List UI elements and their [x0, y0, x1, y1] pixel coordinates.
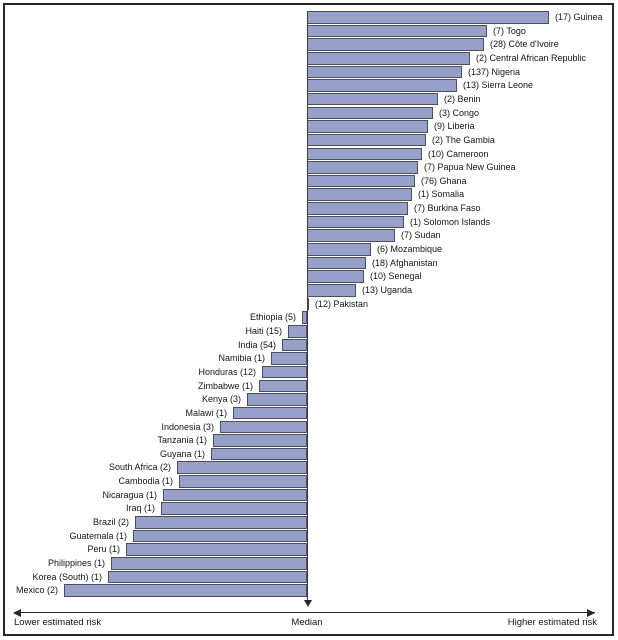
median-line [307, 11, 308, 604]
bar-label: (10) Senegal [370, 271, 422, 282]
risk-bar [307, 38, 484, 51]
risk-bar [307, 147, 422, 161]
bar-label: (7) Burkina Faso [414, 203, 481, 214]
risk-bar [307, 284, 356, 297]
bar-label: Indonesia (3) [161, 421, 214, 432]
risk-axis-line [14, 612, 595, 613]
bar-label: (3) Congo [439, 107, 480, 118]
bar-label: (7) Togo [493, 25, 526, 36]
axis-left-arrow-icon [13, 608, 21, 617]
risk-bar [307, 215, 404, 229]
bar-label: Guatemala (1) [69, 530, 127, 541]
risk-bar [307, 133, 426, 147]
bar-label: Iraq (1) [125, 503, 155, 514]
bar-label: (6) Mozambique [377, 244, 443, 255]
bar-label: Haiti (15) [245, 325, 282, 336]
risk-bar [220, 420, 307, 434]
bar-label: Philippines (1) [47, 558, 105, 568]
bar-label: Tanzania (1) [157, 435, 207, 446]
bar-label: (18) Afghanistan [372, 257, 438, 268]
risk-bar [307, 174, 415, 188]
risk-bar [307, 24, 487, 38]
bar-label: Cambodia (1) [118, 476, 173, 487]
risk-bar [126, 543, 307, 556]
risk-bar [247, 393, 307, 406]
bar-label: India (54) [237, 339, 276, 350]
risk-bar [302, 311, 307, 324]
risk-bar [108, 570, 307, 584]
axis-label-lower-risk: Lower estimated risk [14, 617, 102, 628]
bar-label: (7) Papua New Guinea [424, 162, 516, 173]
bar-label: (2) Central African Republic [476, 52, 587, 63]
risk-bar [211, 447, 307, 461]
risk-bar [177, 461, 307, 475]
bar-label: (12) Pakistan [315, 298, 369, 309]
bar-label: Zimbabwe (1) [197, 380, 253, 391]
risk-bar [307, 202, 408, 215]
bar-label: Kenya (3) [201, 394, 241, 405]
bar-label: (137) Nigeria [468, 66, 521, 77]
risk-bar [307, 188, 412, 202]
risk-bar [307, 229, 395, 242]
risk-bar [307, 79, 457, 92]
risk-bar [259, 379, 307, 393]
risk-bar [307, 120, 428, 133]
bar-label: (17) Guinea [555, 12, 603, 22]
risk-bar [307, 92, 438, 106]
bar-label: Nicaragua (1) [102, 489, 157, 500]
risk-bar [233, 406, 307, 420]
risk-bar [135, 516, 307, 529]
risk-bar [307, 256, 366, 270]
risk-bar [282, 338, 307, 352]
median-arrow-icon [303, 600, 312, 607]
bar-label: Korea (South) (1) [32, 571, 102, 582]
risk-bar [307, 11, 549, 24]
risk-bar [307, 270, 364, 283]
risk-bar [161, 502, 307, 515]
bar-label: Namibia (1) [218, 353, 265, 364]
risk-bar [111, 557, 307, 570]
bar-label: Mexico (2) [15, 585, 58, 596]
risk-bar [307, 65, 462, 79]
bar-label: South Africa (2) [108, 462, 171, 473]
bar-label: (1) Solomon Islands [410, 216, 491, 227]
risk-bar [288, 324, 307, 338]
risk-bar [179, 475, 307, 488]
risk-bar [307, 51, 470, 65]
bar-label: (2) Benin [444, 93, 481, 104]
figure-border [3, 3, 614, 636]
bar-label: Brazil (2) [92, 517, 129, 528]
bar-label: (2) The Gambia [432, 134, 495, 145]
bar-label: Guyana (1) [159, 448, 205, 459]
bar-label: (10) Cameroon [428, 148, 489, 159]
risk-bar [163, 488, 307, 502]
risk-bar [133, 529, 307, 543]
risk-bar [307, 106, 433, 120]
axis-label-higher-risk: Higher estimated risk [507, 617, 597, 628]
bar-label: (1) Somalia [418, 189, 465, 200]
axis-label-median: Median [291, 617, 323, 628]
risk-bar [271, 352, 307, 365]
bar-label: Ethiopia (5) [249, 312, 296, 323]
risk-bar [307, 161, 418, 174]
bar-label: (9) Liberia [434, 121, 475, 132]
bar-label: Honduras (12) [198, 366, 256, 377]
bar-label: (7) Sudan [401, 230, 441, 241]
risk-bar [262, 365, 307, 379]
bar-label: (13) Uganda [362, 285, 413, 295]
axis-right-arrow-icon [587, 608, 595, 617]
risk-bar [64, 584, 307, 597]
bar-label: Malawi (1) [185, 407, 227, 418]
bar-label: (13) Sierra Leone [463, 80, 534, 91]
bar-label: (28) Côte d'Ivoire [490, 39, 559, 50]
bar-label: Peru (1) [87, 544, 120, 555]
bar-label: (76) Ghana [421, 175, 467, 186]
risk-bar [213, 434, 307, 447]
risk-bar [307, 243, 371, 256]
